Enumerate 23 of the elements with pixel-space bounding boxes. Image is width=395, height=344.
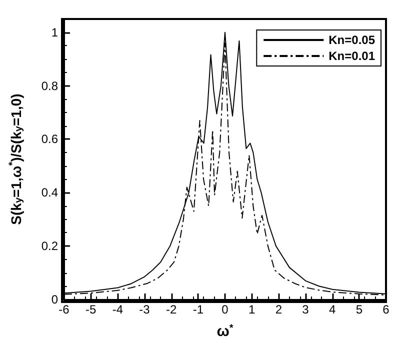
y-tick-label: 0 (51, 292, 58, 306)
x-tick-label: 1 (248, 302, 256, 316)
y-tick-label: 1 (51, 25, 58, 40)
x-tick-label: 5 (356, 302, 363, 316)
x-tick-label: 6 (382, 302, 390, 316)
x-tick-label: -6 (58, 302, 70, 316)
y-tick-label: 0.6 (41, 132, 58, 146)
x-tick-label: 2 (275, 302, 282, 316)
x-tick-label: -3 (139, 302, 150, 316)
y-tick-label: 0.8 (41, 78, 58, 93)
x-tick-label: 4 (328, 302, 336, 316)
x-tick-label: -1 (192, 302, 204, 316)
x-tick-label: 0 (222, 302, 229, 316)
legend-label: Kn=0.05 (328, 33, 376, 47)
x-tick-label: -2 (166, 302, 177, 316)
x-tick-label: -4 (112, 302, 124, 316)
x-tick-label: -5 (85, 302, 96, 316)
x-axis-title: ω* (216, 323, 234, 340)
x-tick-label: 3 (302, 302, 310, 316)
y-tick-label: 0.2 (41, 239, 58, 254)
legend-label: Kn=0.01 (328, 49, 376, 63)
y-axis-title: S(ky=1,ω*)/S(ky=1,0) (8, 94, 24, 225)
y-tick-label: 0.4 (41, 186, 58, 200)
